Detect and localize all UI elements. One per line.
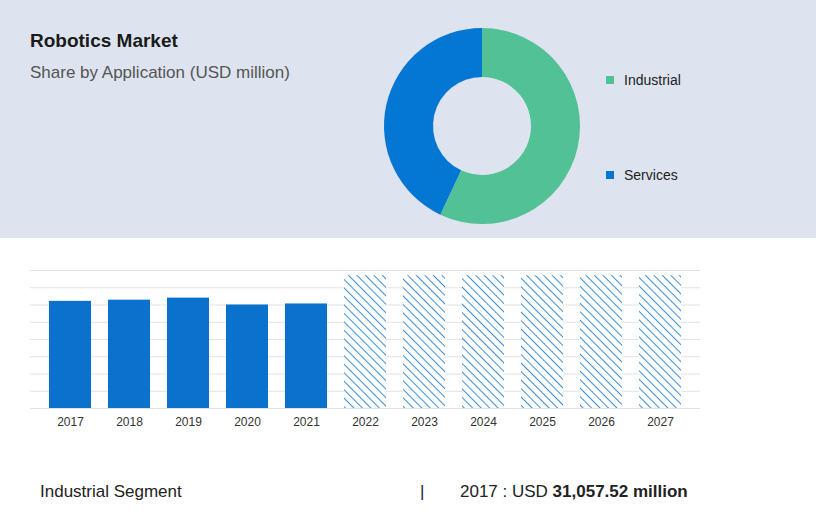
html-text:2017 : USD 31,057.52 million: 2017 : USD 31,057.52 million: [460, 482, 688, 501]
svg-text:2024: 2024: [470, 415, 497, 429]
svg-text:2022: 2022: [352, 415, 379, 429]
html-text:Share by Application (USD mill: Share by Application (USD million): [30, 63, 290, 82]
html-text:Robotics Market: Robotics Market: [30, 30, 178, 51]
svg-text:2020: 2020: [234, 415, 261, 429]
svg-text:2021: 2021: [293, 415, 320, 429]
html-text:Industrial Segment: Industrial Segment: [40, 482, 182, 501]
svg-text:2018: 2018: [116, 415, 143, 429]
svg-text:Industrial: Industrial: [624, 72, 681, 88]
svg-text:2023: 2023: [411, 415, 438, 429]
svg-text:2026: 2026: [588, 415, 615, 429]
svg-text:2027: 2027: [647, 415, 674, 429]
svg-text:Services: Services: [624, 167, 678, 183]
svg-text:2019: 2019: [175, 415, 202, 429]
svg-text:2017: 2017: [57, 415, 84, 429]
svg-text:2025: 2025: [529, 415, 556, 429]
